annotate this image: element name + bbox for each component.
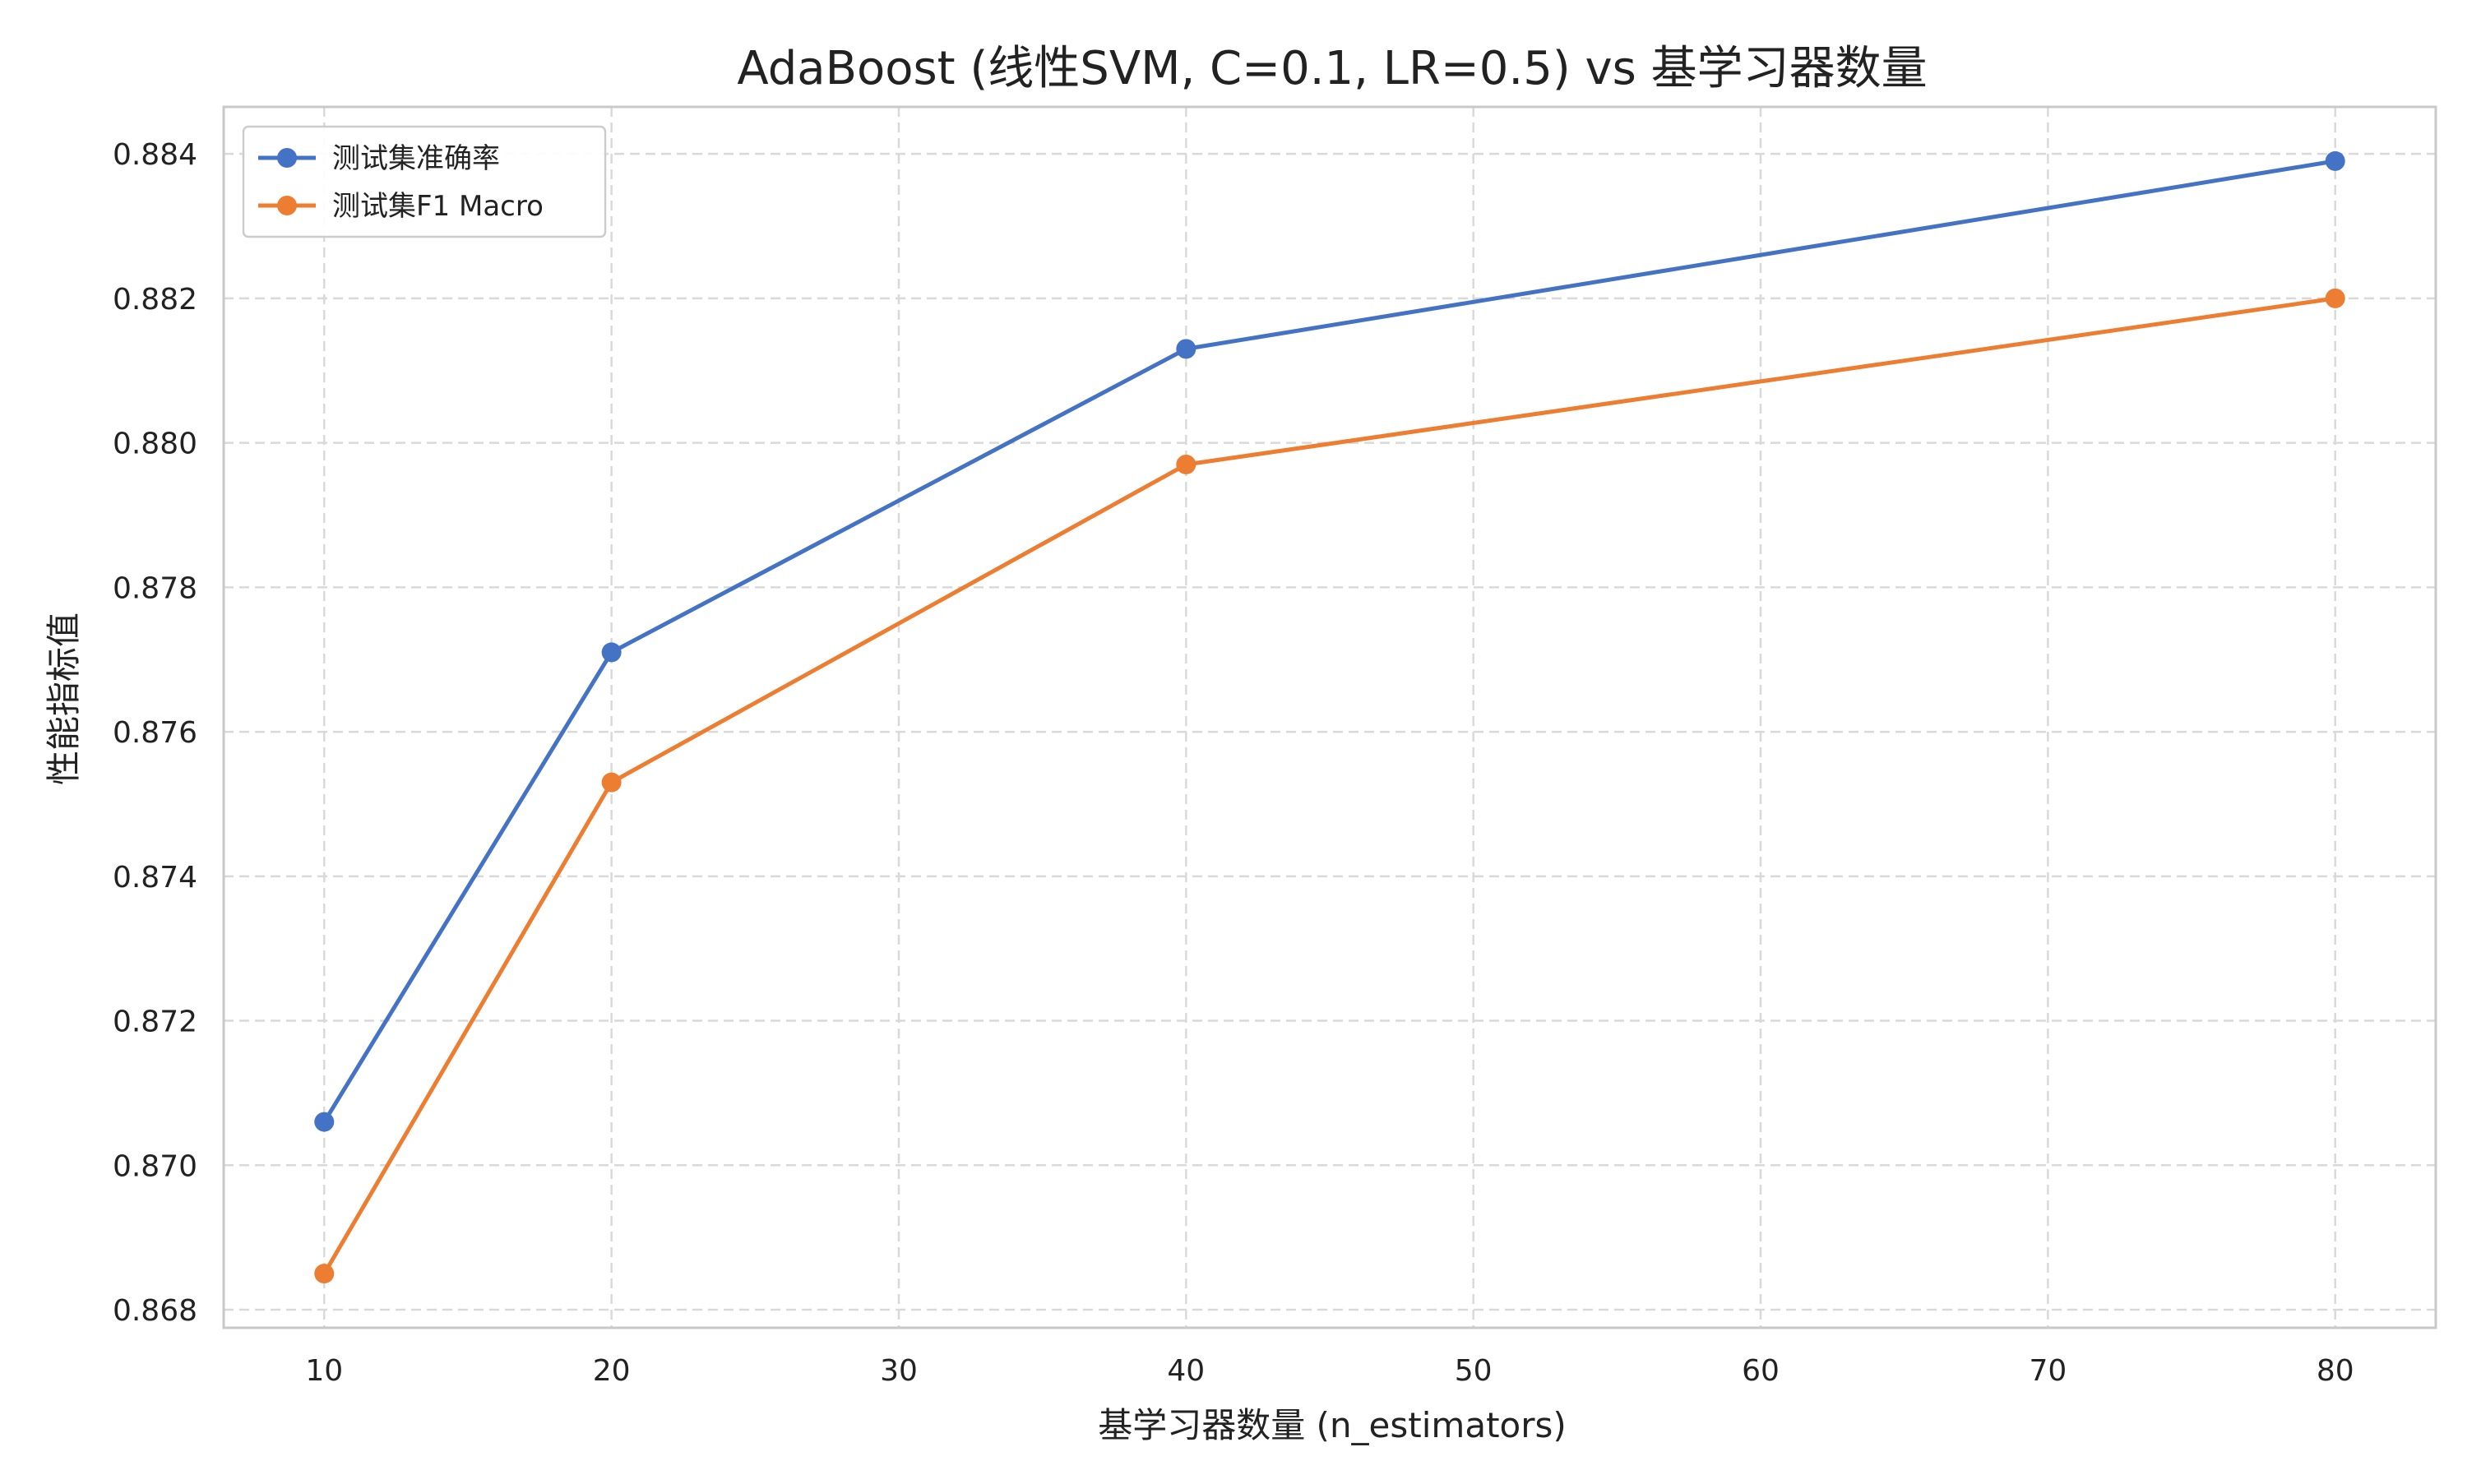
y-tick-label: 0.878 [113,571,197,605]
legend-label: 测试集准确率 [332,142,500,175]
series-layer [314,150,2345,1284]
x-axis-label: 基学习器数量 (n_estimators) [1098,1405,1567,1445]
y-tick-label: 0.884 [113,138,197,172]
x-tick-label: 20 [593,1354,631,1388]
data-point-series-2[interactable] [2325,288,2345,308]
data-point-series-2[interactable] [601,772,622,793]
series-line-1 [322,159,2336,1123]
y-tick-label: 0.876 [113,716,197,750]
data-point-series-2[interactable] [1176,454,1196,474]
x-tick-label: 30 [880,1354,918,1388]
y-tick-label: 0.874 [113,861,197,895]
x-tick-label: 60 [1742,1354,1780,1388]
chart-title: AdaBoost (线性SVM, C=0.1, LR=0.5) vs 基学习器数… [737,42,1927,95]
x-tick-label: 50 [1455,1354,1493,1388]
data-point-series-1[interactable] [2325,150,2345,171]
x-tick-label: 40 [1167,1354,1205,1388]
y-axis-ticks: 0.868 0.870 0.872 0.874 0.876 0.878 0.880 0.882… [113,138,197,1328]
data-point-series-1[interactable] [1176,339,1196,359]
x-tick-label: 10 [305,1354,343,1388]
data-point-series-2[interactable] [314,1264,335,1284]
legend-swatch-marker [277,196,297,215]
y-tick-label: 0.870 [113,1149,197,1183]
legend-label: 测试集F1 Macro [332,190,544,223]
y-tick-label: 0.872 [113,1006,197,1039]
y-tick-label: 0.882 [113,283,197,317]
y-axis-label: 性能指标值 [44,613,84,785]
legend-swatch-marker [277,148,297,168]
y-tick-label: 0.880 [113,428,197,461]
series-line-2 [322,296,2336,1275]
x-tick-label: 80 [2317,1354,2354,1388]
data-point-series-1[interactable] [601,642,622,663]
x-tick-label: 70 [2029,1354,2067,1388]
data-point-series-1[interactable] [314,1112,335,1132]
y-tick-label: 0.868 [113,1294,197,1328]
plot-frame [222,105,2437,1329]
legend-box [242,125,607,238]
x-axis-ticks: 10 20 30 40 50 60 70 80 [305,1354,2354,1388]
